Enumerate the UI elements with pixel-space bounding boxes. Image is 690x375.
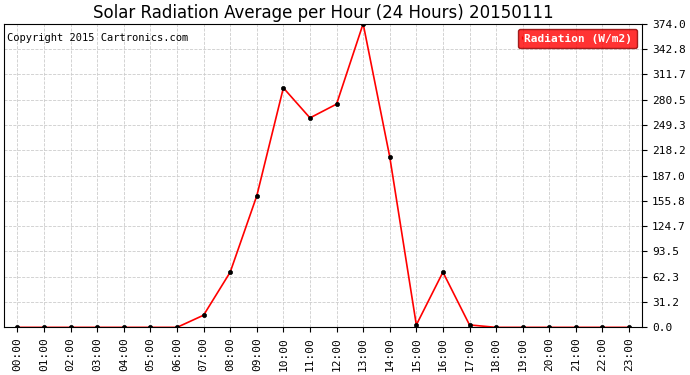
Title: Solar Radiation Average per Hour (24 Hours) 20150111: Solar Radiation Average per Hour (24 Hou… xyxy=(93,4,553,22)
Legend: Radiation (W/m2): Radiation (W/m2) xyxy=(518,29,637,48)
Text: Copyright 2015 Cartronics.com: Copyright 2015 Cartronics.com xyxy=(8,33,188,43)
